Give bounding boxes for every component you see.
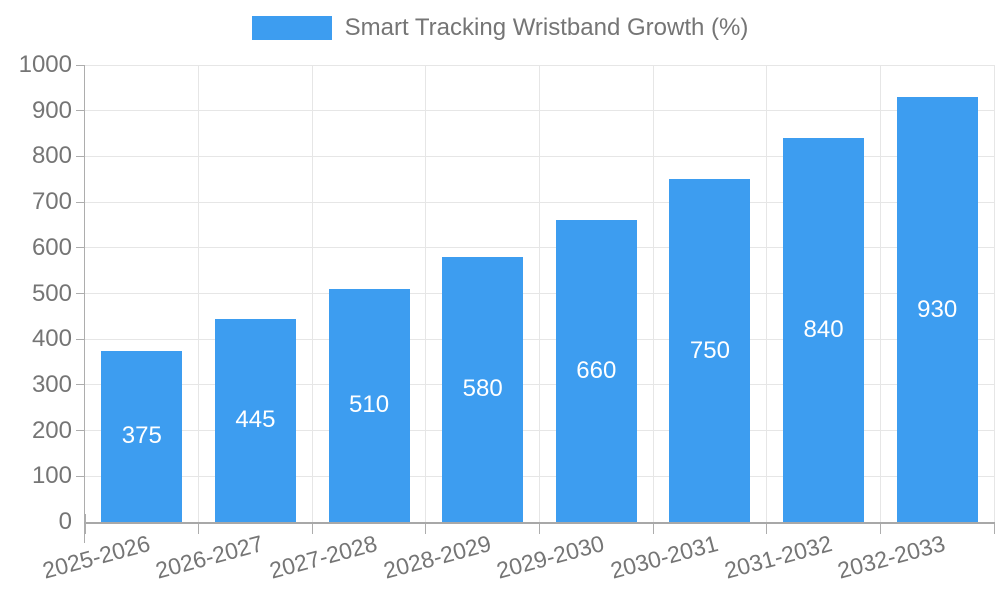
x-axis-tick-label: 2027-2028 bbox=[266, 530, 380, 584]
y-axis-tick bbox=[76, 430, 84, 432]
x-axis-tick-label: 2032-2033 bbox=[834, 530, 948, 584]
vertical-gridline bbox=[425, 65, 427, 522]
vertical-gridline bbox=[652, 65, 654, 522]
bar-2025-2026[interactable]: 375 bbox=[101, 350, 183, 522]
legend-label: Smart Tracking Wristband Growth (%) bbox=[344, 14, 749, 41]
y-axis-tick-label: 400 bbox=[31, 325, 72, 353]
x-axis-tick-label: 2030-2031 bbox=[607, 530, 721, 584]
bar-2032-2033[interactable]: 930 bbox=[896, 97, 978, 522]
x-axis-tick bbox=[539, 524, 540, 534]
bar-value-label: 580 bbox=[462, 375, 503, 403]
x-axis-tick bbox=[311, 524, 313, 534]
y-axis-tick-label: 200 bbox=[31, 416, 72, 444]
bar-2026-2027[interactable]: 445 bbox=[214, 318, 296, 522]
y-axis-tick bbox=[76, 384, 84, 386]
vertical-gridline bbox=[311, 65, 313, 522]
y-axis-tick bbox=[76, 247, 84, 249]
chart-legend: Smart Tracking Wristband Growth (%) bbox=[0, 14, 1000, 42]
y-axis-tick bbox=[76, 110, 84, 112]
y-axis-tick bbox=[76, 338, 84, 340]
y-axis-tick-label: 100 bbox=[31, 462, 72, 490]
vertical-gridline bbox=[766, 65, 768, 522]
x-axis-tick bbox=[652, 524, 654, 534]
bar-value-label: 750 bbox=[689, 336, 730, 364]
y-axis-tick-label: 800 bbox=[31, 142, 72, 170]
y-axis-tick-label: 300 bbox=[31, 370, 72, 398]
y-axis-tick bbox=[76, 475, 84, 477]
vertical-gridline bbox=[993, 65, 995, 522]
bar-value-label: 510 bbox=[349, 391, 390, 419]
x-axis-tick bbox=[425, 524, 427, 534]
x-axis-tick-label: 2029-2030 bbox=[494, 530, 608, 584]
bar-value-label: 660 bbox=[576, 357, 617, 385]
plot-area: 375 445 510 580 660 750 840 930 bbox=[76, 64, 995, 543]
y-axis-tick bbox=[76, 293, 84, 294]
y-axis-tick-label: 0 bbox=[58, 508, 72, 535]
legend-item[interactable]: Smart Tracking Wristband Growth (%) bbox=[251, 14, 749, 42]
y-axis-tick-label: 900 bbox=[31, 96, 72, 124]
x-axis-tick-label: 2025-2026 bbox=[39, 530, 153, 584]
y-axis-tick-label: 600 bbox=[31, 233, 72, 261]
x-axis-line bbox=[84, 522, 995, 524]
x-axis-tick-label: 2031-2032 bbox=[721, 530, 835, 584]
y-axis-tick-label: 1000 bbox=[18, 51, 72, 78]
y-axis-tick bbox=[76, 201, 84, 203]
bar-value-label: 445 bbox=[235, 406, 276, 434]
vertical-gridline bbox=[879, 65, 881, 522]
bar-value-label: 375 bbox=[121, 422, 162, 450]
vertical-gridline bbox=[198, 65, 200, 522]
y-axis-tick-label: 500 bbox=[31, 279, 72, 307]
y-axis-tick bbox=[76, 155, 84, 157]
bar-2027-2028[interactable]: 510 bbox=[328, 288, 410, 522]
x-axis-tick bbox=[198, 524, 200, 534]
bar-2029-2030[interactable]: 660 bbox=[555, 220, 637, 522]
x-axis-tick bbox=[879, 524, 881, 534]
y-axis-line bbox=[84, 65, 85, 543]
x-axis-tick bbox=[766, 524, 768, 534]
bar-value-label: 930 bbox=[917, 295, 958, 323]
x-axis-tick bbox=[993, 524, 995, 534]
bar-value-label: 840 bbox=[803, 316, 844, 344]
x-axis-tick bbox=[84, 514, 86, 534]
vertical-gridline bbox=[539, 65, 540, 522]
y-axis-tick bbox=[76, 64, 84, 66]
y-axis-tick-label: 700 bbox=[31, 188, 72, 216]
bar-2028-2029[interactable]: 580 bbox=[442, 256, 524, 522]
legend-swatch bbox=[251, 16, 332, 40]
x-axis-tick-label: 2026-2027 bbox=[153, 530, 267, 584]
x-axis-tick-label: 2028-2029 bbox=[380, 530, 494, 584]
bar-2031-2032[interactable]: 840 bbox=[783, 138, 865, 522]
bar-2030-2031[interactable]: 750 bbox=[669, 179, 751, 522]
